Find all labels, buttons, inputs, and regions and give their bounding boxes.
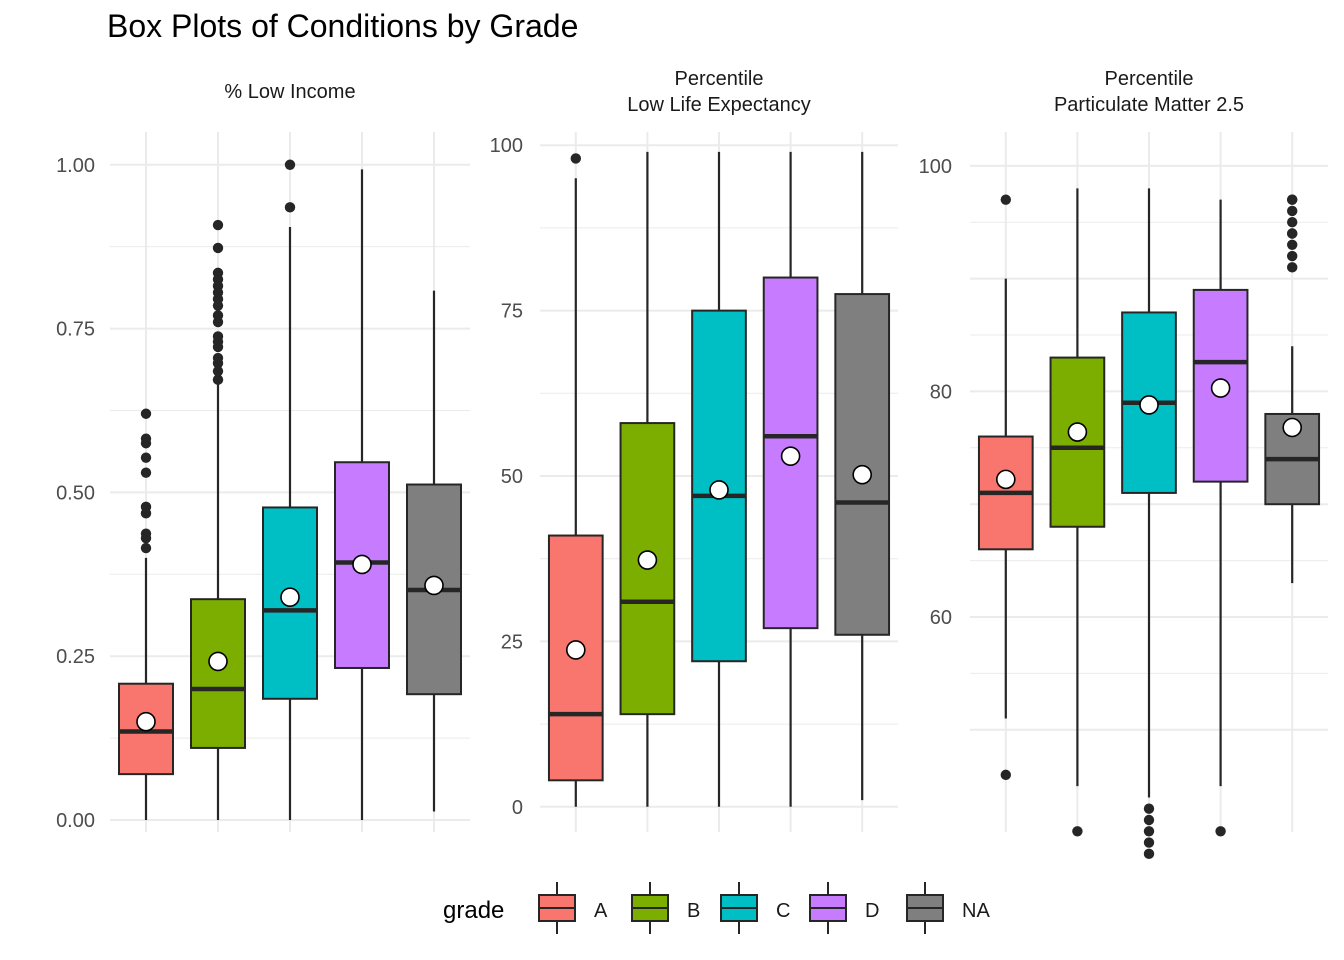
outlier-point bbox=[1143, 848, 1155, 860]
mean-point bbox=[136, 711, 156, 732]
legend-key bbox=[631, 882, 669, 934]
outlier-point bbox=[140, 501, 152, 512]
mean-point bbox=[1282, 417, 1302, 438]
y-tick-label: 80 bbox=[930, 381, 952, 403]
outlier-point bbox=[284, 202, 296, 213]
outlier-point bbox=[1000, 194, 1011, 205]
outlier-point bbox=[1287, 228, 1298, 239]
mean-point bbox=[1210, 378, 1231, 398]
facet-strip-label: % Low Income bbox=[224, 81, 355, 103]
outlier-point bbox=[140, 467, 152, 478]
mean-point bbox=[1139, 395, 1159, 415]
outlier-point bbox=[212, 242, 224, 254]
outlier-point bbox=[1143, 826, 1155, 837]
y-tick-label: 0.75 bbox=[56, 319, 95, 341]
outlier-point bbox=[140, 542, 152, 554]
box-B bbox=[1049, 356, 1106, 528]
facet-panel: 60 80 100 Percentile Particulate Matter 2.5 bbox=[919, 68, 1328, 860]
outlier-point bbox=[140, 408, 152, 419]
facet-strip-label: Low Life Expectancy bbox=[627, 94, 810, 116]
mean-point bbox=[424, 575, 444, 596]
outlier-point bbox=[1143, 803, 1155, 814]
outlier-point bbox=[140, 528, 152, 539]
box-B bbox=[190, 598, 246, 749]
mean-point bbox=[780, 446, 801, 466]
facet-panel: 0 25 50 75 100 Percentile Low Life Expectancy bbox=[490, 68, 898, 832]
y-tick-label: 0.00 bbox=[56, 810, 95, 832]
outlier-point bbox=[1072, 826, 1083, 837]
outlier-point bbox=[212, 267, 224, 279]
legend-key bbox=[809, 882, 847, 934]
outlier-point bbox=[212, 219, 224, 231]
outlier-point bbox=[212, 310, 224, 321]
legend-title: grade bbox=[443, 897, 504, 924]
mean-point bbox=[208, 651, 228, 672]
legend-label: B bbox=[687, 900, 700, 922]
outlier-point bbox=[1287, 239, 1298, 250]
y-tick-label: 100 bbox=[490, 135, 523, 157]
outlier-point bbox=[212, 352, 224, 364]
y-tick-label: 0.25 bbox=[56, 646, 95, 668]
legend-key bbox=[720, 882, 758, 934]
facet-strip-label: Percentile bbox=[675, 68, 764, 90]
y-tick-label: 75 bbox=[501, 301, 523, 323]
mean-point bbox=[1067, 422, 1088, 442]
legend: grade A B C D NA bbox=[443, 882, 990, 934]
outlier-point bbox=[570, 153, 581, 164]
facet-strip-label: Percentile bbox=[1105, 68, 1194, 90]
legend-label: C bbox=[776, 900, 790, 922]
chart-title: Box Plots of Conditions by Grade bbox=[107, 8, 579, 44]
mean-point bbox=[352, 554, 372, 575]
outlier-point bbox=[212, 365, 224, 377]
outlier-point bbox=[1143, 837, 1155, 848]
outlier-point bbox=[140, 433, 152, 444]
outlier-point bbox=[1287, 250, 1298, 262]
outlier-point bbox=[1287, 205, 1298, 217]
y-tick-label: 100 bbox=[919, 156, 952, 178]
facet-strip-label: Particulate Matter 2.5 bbox=[1054, 94, 1244, 116]
mean-point bbox=[637, 550, 658, 570]
y-tick-label: 0 bbox=[512, 797, 523, 819]
mean-point bbox=[852, 464, 873, 485]
outlier-point bbox=[212, 374, 224, 385]
outlier-point bbox=[1287, 194, 1298, 205]
legend-label: A bbox=[594, 900, 608, 922]
y-tick-label: 1.00 bbox=[56, 155, 95, 177]
y-tick-label: 50 bbox=[501, 466, 523, 488]
y-tick-label: 0.50 bbox=[56, 482, 95, 504]
outlier-point bbox=[284, 159, 296, 170]
outlier-point bbox=[1000, 769, 1011, 781]
y-tick-label: 25 bbox=[501, 631, 523, 653]
outlier-point bbox=[140, 452, 152, 463]
outlier-point bbox=[1143, 814, 1155, 826]
outlier-point bbox=[1287, 217, 1298, 228]
outlier-point bbox=[1215, 826, 1226, 837]
mean-point bbox=[709, 480, 729, 500]
box-NA bbox=[834, 293, 891, 636]
mean-point bbox=[280, 587, 300, 608]
y-tick-label: 60 bbox=[930, 607, 952, 629]
outlier-point bbox=[1287, 262, 1298, 273]
legend-label: D bbox=[865, 900, 879, 922]
outlier-point bbox=[212, 331, 224, 342]
legend-label: NA bbox=[962, 900, 990, 922]
legend-key bbox=[538, 882, 576, 934]
facet-panel: 0.00 0.25 0.50 0.75 1.00 % Low Income bbox=[56, 81, 470, 832]
mean-point bbox=[565, 640, 586, 660]
legend-key bbox=[906, 882, 944, 934]
mean-point bbox=[995, 469, 1016, 490]
